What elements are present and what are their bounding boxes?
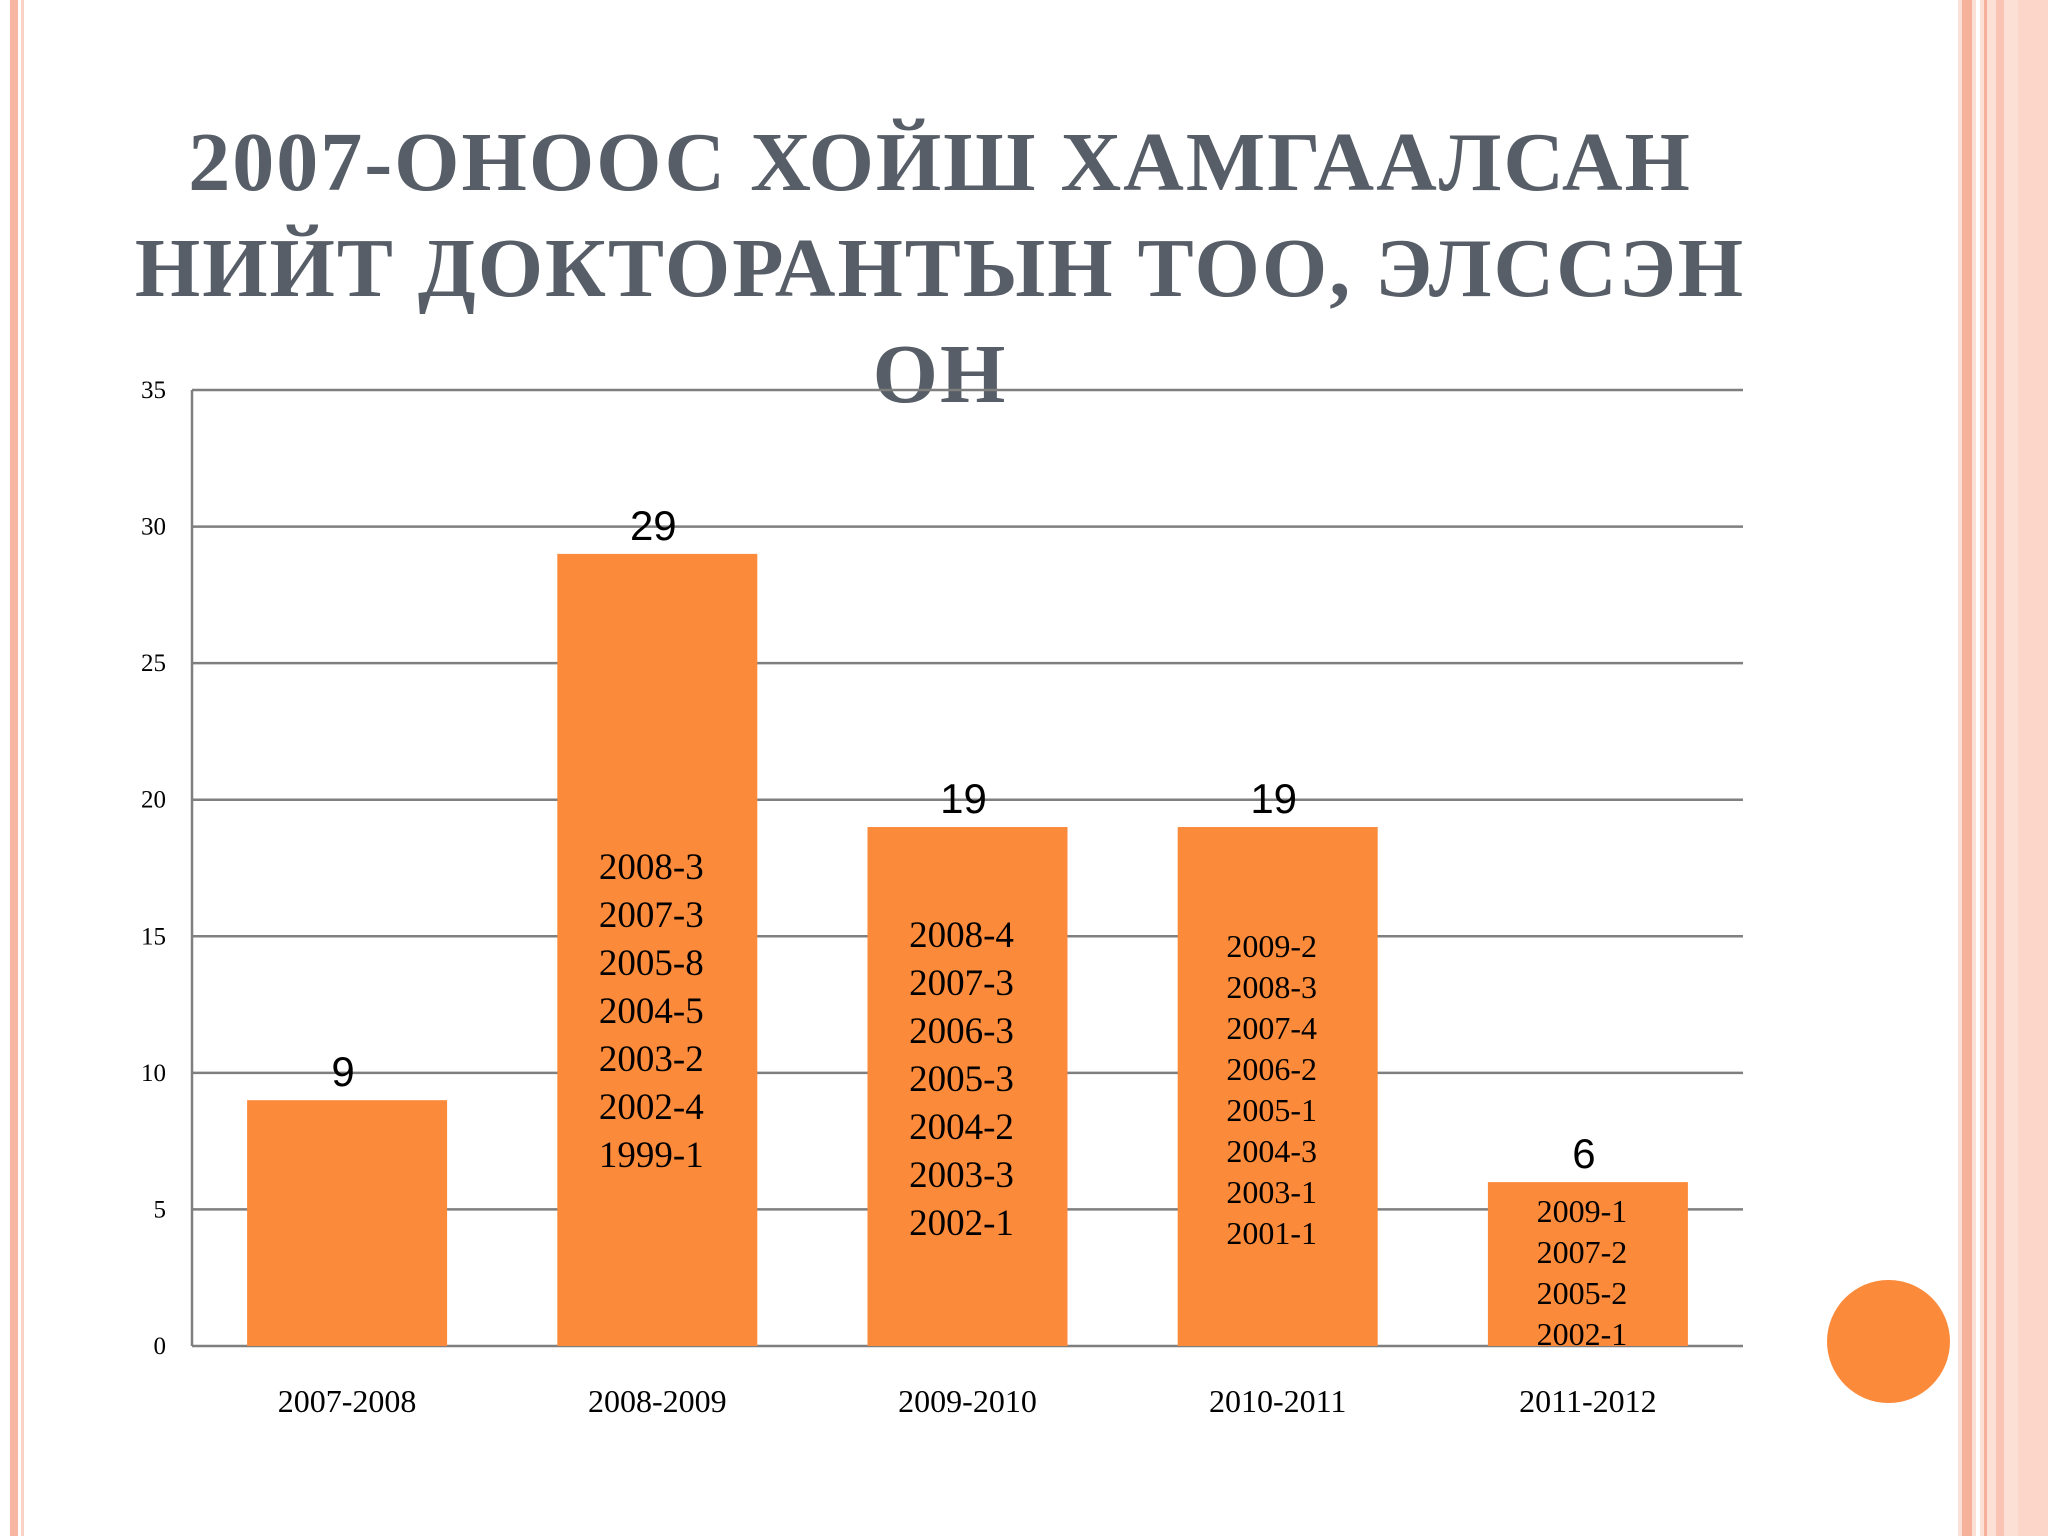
- bar-annotation: 2009-2: [1226, 928, 1317, 964]
- bar-annotation: 2003-3: [909, 1155, 1014, 1196]
- bar-annotation: 2006-3: [909, 1011, 1014, 1052]
- bar-annotation: 2003-2: [599, 1039, 704, 1080]
- bar-annotation: 2007-3: [599, 895, 704, 936]
- y-tick-label: 5: [154, 1196, 167, 1223]
- bar-annotation: 2002-1: [909, 1203, 1014, 1244]
- bar-annotation: 2002-1: [1537, 1316, 1628, 1352]
- bar-annotation: 2005-8: [599, 943, 704, 984]
- y-tick-label: 10: [141, 1060, 166, 1087]
- decorative-circle: [1827, 1280, 1950, 1403]
- bar-annotation: 2003-1: [1226, 1174, 1317, 1210]
- bar-annotation: 2004-5: [599, 991, 704, 1032]
- x-tick-label: 2009-2010: [898, 1383, 1037, 1419]
- bar-annotation: 2005-1: [1226, 1092, 1317, 1128]
- slide-title: 2007-ОНООС ХОЙШ ХАМГААЛСАН НИЙТ ДОКТОРАН…: [134, 116, 1746, 421]
- left-border-stripe: [10, 0, 18, 1536]
- y-tick-label: 25: [141, 650, 166, 677]
- data-label: 19: [1250, 775, 1297, 822]
- data-label: 9: [331, 1048, 354, 1095]
- bar: [1177, 827, 1378, 1346]
- bar-annotation: 2007-2: [1537, 1234, 1628, 1270]
- y-tick-label: 30: [141, 514, 166, 541]
- bar-annotation: 2004-2: [909, 1107, 1014, 1148]
- bar: [557, 553, 758, 1346]
- bar-annotation: 2008-4: [909, 915, 1014, 956]
- x-tick-label: 2008-2009: [588, 1383, 727, 1419]
- bar-annotation: 2005-2: [1537, 1275, 1628, 1311]
- bar-annotation: 2008-3: [1226, 969, 1317, 1005]
- y-tick-label: 15: [141, 923, 166, 950]
- bar-annotation: 2009-1: [1537, 1193, 1628, 1229]
- right-border-stripes: [1958, 0, 2048, 1536]
- bar-annotation: 2001-1: [1226, 1215, 1317, 1251]
- bar: [1487, 1182, 1688, 1346]
- bar: [247, 1100, 448, 1346]
- left-border-stripe-thin: [21, 0, 24, 1536]
- bar-annotation: 2005-3: [909, 1059, 1014, 1100]
- x-tick-label: 2007-2008: [278, 1383, 417, 1419]
- bar-annotation: 2002-4: [599, 1087, 704, 1128]
- bar-annotation: 2004-3: [1226, 1133, 1317, 1169]
- bar-annotation: 2006-2: [1226, 1051, 1317, 1087]
- y-tick-label: 0: [154, 1333, 167, 1360]
- y-tick-label: 35: [141, 377, 166, 404]
- x-tick-label: 2010-2011: [1209, 1383, 1346, 1419]
- data-label: 29: [630, 502, 677, 549]
- bar-annotation: 2007-3: [909, 963, 1014, 1004]
- bar-annotation: 2007-4: [1226, 1010, 1317, 1046]
- x-tick-label: 2011-2012: [1519, 1383, 1656, 1419]
- bar-annotation: 1999-1: [599, 1135, 704, 1176]
- y-tick-label: 20: [141, 787, 166, 814]
- data-label: 6: [1572, 1130, 1595, 1177]
- bar-annotation: 2008-3: [599, 847, 704, 888]
- bar: [867, 827, 1068, 1346]
- data-label: 19: [940, 775, 987, 822]
